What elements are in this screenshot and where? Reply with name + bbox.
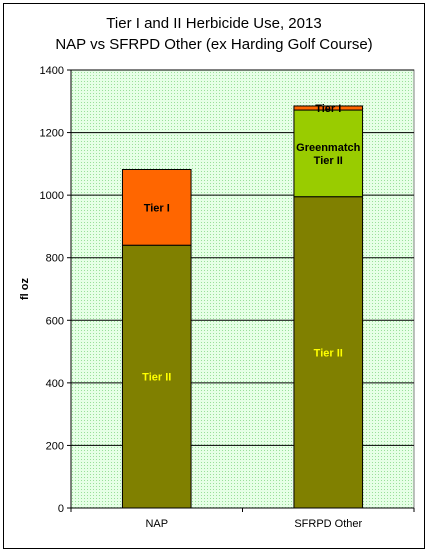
y-tick-label: 400 xyxy=(46,378,64,390)
bar-segment xyxy=(121,168,192,246)
y-tick-label: 600 xyxy=(46,315,64,327)
bar-segment xyxy=(293,105,364,111)
segment-label: Tier II xyxy=(314,347,343,359)
chart-title-line-1: Tier I and II Herbicide Use, 2013 xyxy=(106,15,322,32)
segment-label: Tier I xyxy=(144,202,170,214)
bar-segment xyxy=(293,196,364,509)
chart-title-line-2: NAP vs SFRPD Other (ex Harding Golf Cour… xyxy=(55,36,373,53)
segment-label: Tier II xyxy=(142,372,171,384)
y-tick-label: 0 xyxy=(58,503,64,515)
bar-segment xyxy=(293,109,364,198)
y-tick-label: 200 xyxy=(46,440,64,452)
segment-label: Greenmatch xyxy=(296,142,360,154)
segment-label: Tier II xyxy=(314,155,343,167)
x-tick-label: NAP xyxy=(145,518,168,530)
y-tick-label: 1400 xyxy=(40,65,64,77)
y-tick-label: 1200 xyxy=(40,128,64,140)
y-tick-label: 800 xyxy=(46,253,64,265)
y-axis-label: fl oz xyxy=(19,278,31,300)
y-tick-label: 1000 xyxy=(40,190,64,202)
x-tick-label: SFRPD Other xyxy=(294,518,362,530)
segment-label: Tier I xyxy=(315,103,341,115)
